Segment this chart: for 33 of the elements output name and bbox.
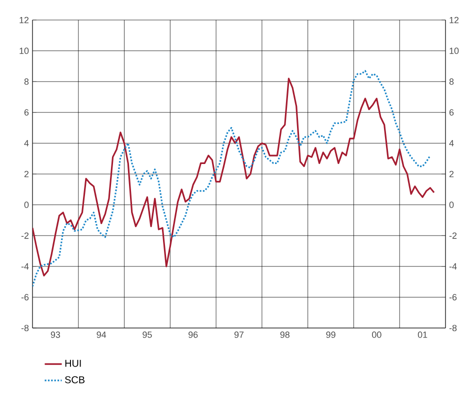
y-tick-label: 10 bbox=[20, 48, 29, 54]
y-tick-label: 6 bbox=[24, 109, 29, 116]
y-tick-label: -4 bbox=[21, 263, 29, 270]
x-tick-label: 94 bbox=[96, 332, 106, 338]
x-tick-label: 93 bbox=[50, 332, 60, 338]
x-tick-label: 01 bbox=[418, 332, 428, 338]
x-tick-label: 98 bbox=[280, 332, 290, 338]
legend-label: HUI bbox=[65, 360, 81, 367]
x-tick-label: 99 bbox=[326, 332, 336, 338]
y-tick-label: 0 bbox=[24, 202, 29, 208]
y2-tick-label: -4 bbox=[449, 263, 457, 270]
y2-tick-label: 12 bbox=[450, 16, 459, 24]
y2-tick-label: 8 bbox=[449, 78, 454, 85]
y-tick-label: 8 bbox=[24, 78, 29, 85]
y-tick-label: 12 bbox=[20, 16, 29, 24]
x-tick-label: 97 bbox=[234, 332, 244, 338]
y-tick-label: -8 bbox=[21, 324, 29, 332]
x-tick-label: 00 bbox=[372, 332, 382, 338]
x-tick-label: 95 bbox=[142, 332, 152, 338]
y2-tick-label: -2 bbox=[449, 232, 457, 239]
y2-tick-label: 10 bbox=[450, 48, 459, 54]
y2-tick-label: -8 bbox=[449, 324, 457, 332]
y-tick-label: 2 bbox=[24, 170, 29, 178]
x-tick-label: 96 bbox=[188, 332, 198, 338]
y2-tick-label: 4 bbox=[449, 140, 454, 146]
y-tick-label: -2 bbox=[21, 232, 29, 239]
y2-tick-label: 0 bbox=[449, 202, 454, 208]
y2-tick-label: -6 bbox=[449, 294, 457, 300]
y-tick-label: 4 bbox=[24, 140, 29, 146]
y2-tick-label: 2 bbox=[449, 170, 454, 178]
y-tick-label: -6 bbox=[21, 294, 29, 300]
y2-tick-label: 6 bbox=[449, 109, 454, 116]
legend-label: SCB bbox=[65, 376, 85, 384]
